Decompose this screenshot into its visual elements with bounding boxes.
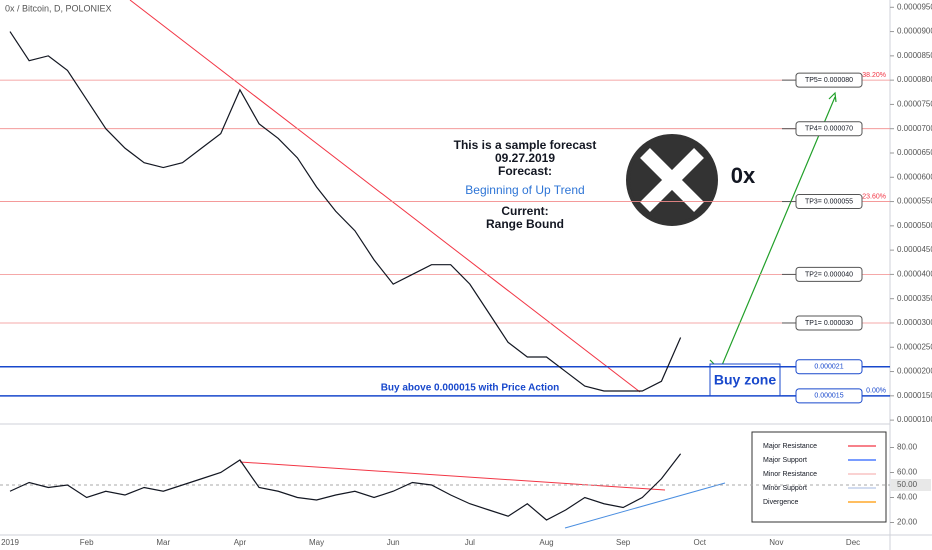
y-tick-label: 0.00004500 [897,245,932,254]
level-label: TP5= 0.000080 [805,77,853,84]
legend-label: Minor Support [763,485,807,492]
y-tick-label: 0.00009000 [897,27,932,36]
trend: Beginning of Up Trend [465,183,584,197]
legend-label: Minor Resistance [763,471,817,478]
marker-label: 50.00 [897,480,918,489]
forecast-line: Forecast: [498,164,552,178]
y-tick-label: 0.00006500 [897,148,932,157]
chart-title: 0x / Bitcoin, D, POLONIEX [5,3,112,13]
legend-label: Divergence [763,499,799,506]
forecast-line: This is a sample forecast [454,138,597,152]
x-tick-label: Aug [539,538,553,547]
y-tick-label: 0.00005000 [897,221,932,230]
legend-label: Major Resistance [763,443,817,450]
level-label: 0.000021 [814,364,843,371]
y-tick-label: 0.00007500 [897,100,932,109]
fib-label: 38.20% [862,72,886,79]
x-tick-label: Nov [769,538,783,547]
x-tick-label: Jun [387,538,400,547]
x-tick-label: 2019 [1,538,19,547]
symbol: 0x [731,163,756,188]
current-line: Range Bound [486,217,564,231]
y-tick-label: 0.00008500 [897,51,932,60]
level-label: TP2= 0.000040 [805,271,853,278]
logo-x [640,148,704,212]
marker-box [891,479,931,491]
x-tick-label: Jul [465,538,475,547]
y-tick-label: 0.00003500 [897,294,932,303]
resistance-trendline [129,0,641,393]
y-tick-label: 0.00009500 [897,2,932,11]
level-label: TP4= 0.000070 [805,126,853,133]
y-tick-label: 60.00 [897,468,918,477]
legend-label: Major Support [763,457,807,464]
level-label: TP3= 0.000055 [805,198,853,205]
buy-note: Buy above 0.000015 with Price Action [381,383,560,394]
y-tick-label: 0.00006000 [897,172,932,181]
y-tick-label: 0.00002500 [897,342,932,351]
fib-label: 0.00% [866,388,886,395]
y-tick-label: 0.00002000 [897,367,932,376]
buy-zone: Buy zone [714,372,776,388]
series-line [9,453,682,521]
y-tick-label: 80.00 [897,443,918,452]
fib-label: 23.60% [862,193,886,200]
x-tick-label: Apr [234,538,247,547]
x-tick-label: Dec [846,538,860,547]
y-tick-label: 0.00001500 [897,391,932,400]
series-line [9,31,682,392]
legend-box [751,431,887,523]
y-tick-label: 0.00001000 [897,415,932,424]
y-tick-label: 0.00005500 [897,197,932,206]
x-tick-label: Feb [80,538,94,547]
y-tick-label: 40.00 [897,493,918,502]
logo-ring [626,134,718,226]
current-line: Current: [501,204,548,218]
y-tick-label: 20.00 [897,518,918,527]
y-tick-label: 0.00008000 [897,75,932,84]
level-label: 0.000015 [814,393,843,400]
x-tick-label: Mar [156,538,170,547]
x-tick-label: Oct [694,538,707,547]
x-tick-label: Sep [616,538,631,547]
level-label: TP1= 0.000030 [805,320,853,327]
y-tick-label: 0.00004000 [897,270,932,279]
rsi-support-line [564,482,726,529]
forecast-line: 09.27.2019 [495,151,555,165]
y-tick-label: 0.00003000 [897,318,932,327]
y-tick-label: 0.00007000 [897,124,932,133]
x-tick-label: May [309,538,324,547]
arrow-head [828,91,837,103]
